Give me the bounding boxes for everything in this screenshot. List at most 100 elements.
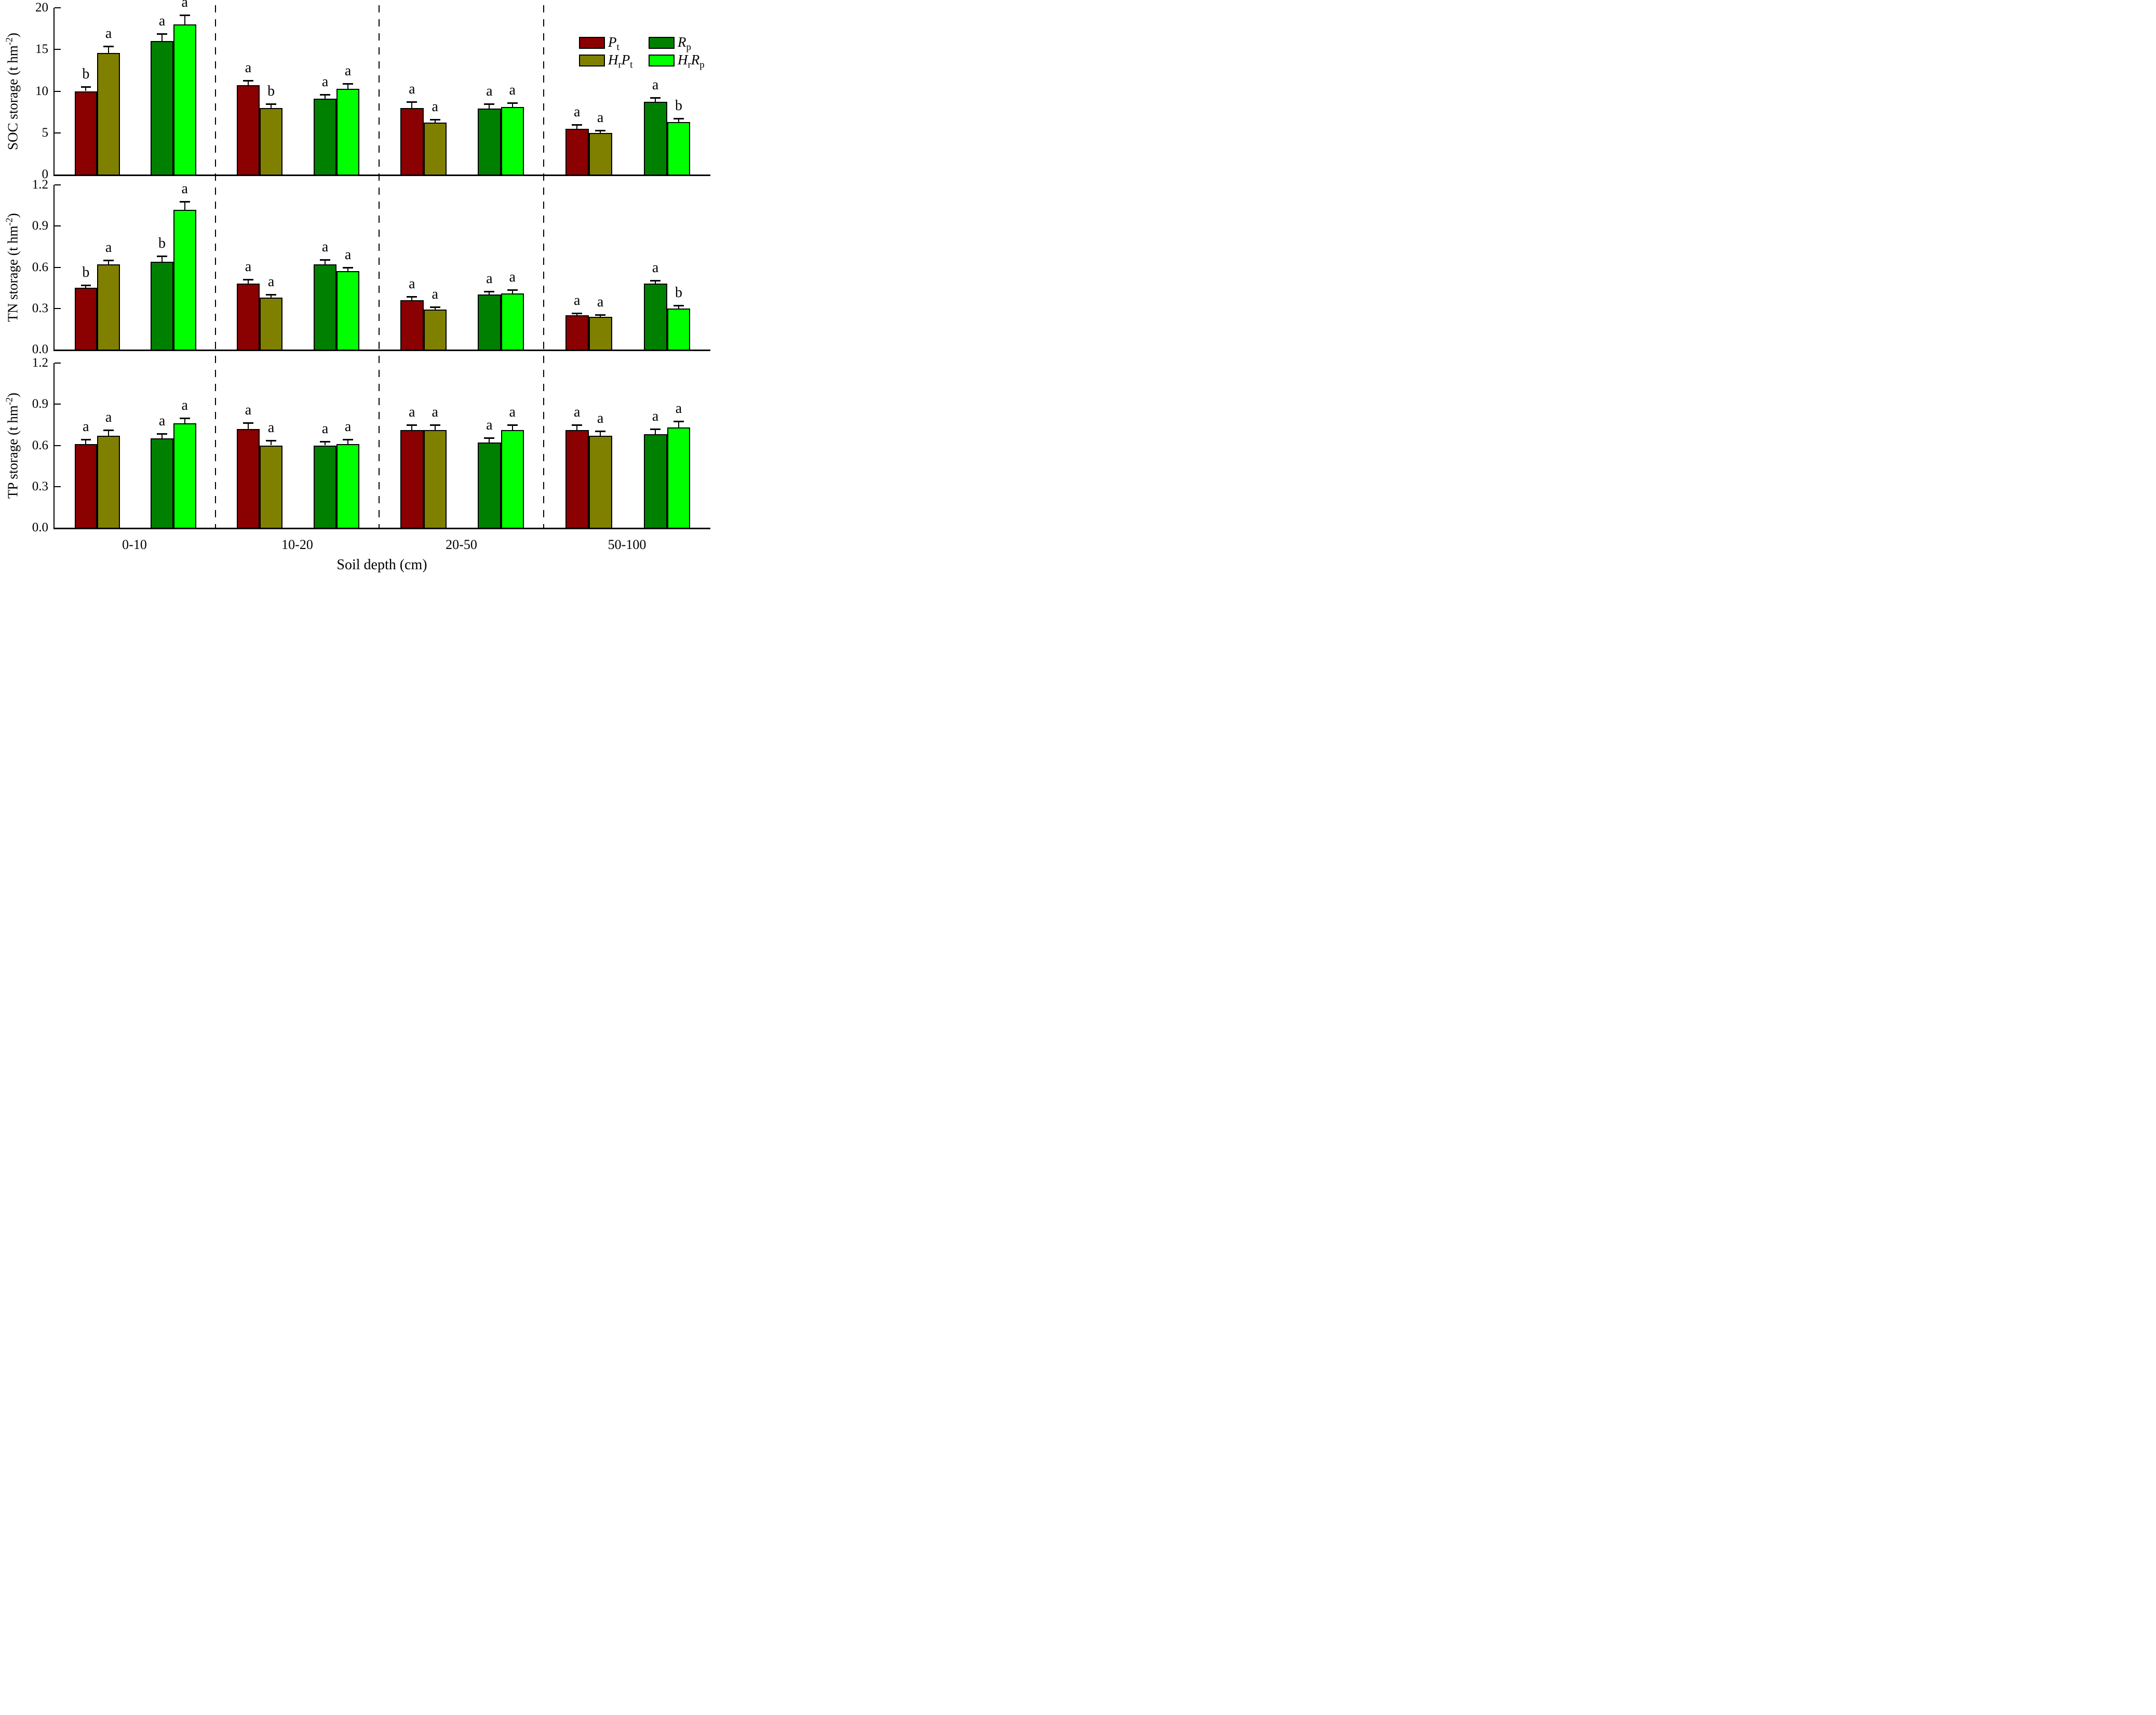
error-bar-line [108,430,110,436]
y-tick-label: 0.6 [32,438,48,452]
y-tick [55,404,61,405]
bar-Pt-50-100 [565,430,589,529]
error-bar-line [489,103,490,109]
error-bar-cap [650,279,661,282]
error-bar-line [161,434,163,439]
error-bar-line [184,201,185,210]
error-bar-cap [650,97,661,99]
significance-letter: a [181,180,188,197]
bar-Rp-10-20 [314,98,337,176]
error-bar-cap [673,421,684,423]
significance-letter: a [158,12,166,29]
error-bar-line [248,80,249,86]
significance-letter: a [344,63,352,79]
bar-Pt-50-100 [565,128,589,176]
y-tick [55,363,61,364]
significance-letter: a [105,25,112,42]
error-bar-cap [507,289,518,291]
significance-letter: a [509,269,516,286]
category-label-20-50: 20-50 [446,537,477,552]
error-bar-cap [407,296,417,298]
y-axis-title: TN storage (t hm-2) [3,185,22,350]
error-bar-cap [343,83,354,85]
legend-swatch-HrRp [649,55,675,66]
bar-HrRp-50-100 [667,427,691,529]
error-bar-cap [243,279,253,281]
bar-Rp-0-10 [151,261,173,351]
error-bar-cap [673,305,684,307]
error-bar-cap [243,422,253,424]
bar-Rp-0-10 [151,438,173,529]
group-separator [215,5,216,528]
y-tick-label: 1.2 [32,178,48,192]
significance-letter: a [432,286,438,303]
bar-Rp-10-20 [314,445,337,529]
bar-HrPt-50-100 [588,316,612,351]
y-tick [55,132,61,133]
category-label-0-10: 0-10 [122,537,147,552]
y-tick [55,445,61,446]
significance-letter: a [597,294,604,311]
error-bar-line [600,431,601,436]
y-tick-label: 5 [42,125,49,140]
significance-letter: b [82,66,90,83]
error-bar-line [85,87,87,91]
error-bar-cap [572,124,583,126]
bar-Rp-20-50 [478,294,501,351]
significance-letter: a [652,259,659,276]
bar-Pt-0-10 [74,444,98,529]
y-tick-label: 0.0 [32,520,48,534]
error-bar-line [325,441,326,446]
error-bar-line [411,102,413,108]
error-bar-line [655,428,656,435]
error-bar-line [511,424,513,431]
significance-letter: a [573,404,581,420]
significance-letter: a [344,246,352,263]
error-bar-line [434,424,436,431]
bar-HrRp-0-10 [173,209,196,351]
error-bar-line [489,437,490,443]
y-axis-unit-superscript: -2 [4,217,15,226]
significance-letter: a [409,81,415,98]
significance-letter: a [83,418,89,435]
significance-letter: a [158,413,166,430]
error-bar-line [489,291,490,295]
bar-HrRp-10-20 [336,88,360,176]
y-axis-unit-superscript: -2 [4,397,15,405]
legend-label-HrRp: HrRp [678,52,705,71]
bar-Pt-10-20 [236,284,260,351]
soil-storage-figure: 0 5 10 15 20 SOC storage (t hm-2) b a a a a b a a a a a a… [0,0,719,572]
x-axis-line [53,528,710,529]
error-bar-cap [80,438,91,440]
bar-HrRp-10-20 [336,271,360,351]
bar-HrRp-0-10 [173,423,196,529]
significance-letter: a [597,109,604,126]
error-bar-cap [103,45,114,47]
y-tick [55,486,61,487]
error-bar-cap [595,314,606,316]
bar-HrRp-20-50 [501,293,524,351]
significance-letter: a [181,0,188,11]
y-tick-label: 15 [35,42,48,57]
bar-HrRp-50-100 [667,122,691,176]
error-bar-line [511,102,513,107]
significance-letter: a [245,259,252,275]
bar-HrPt-10-20 [260,297,283,351]
error-bar-cap [429,424,440,426]
y-tick [55,266,61,268]
error-bar-cap [343,266,354,269]
error-bar-line [184,15,185,25]
error-bar-line [108,46,110,53]
error-bar-cap [103,430,114,432]
error-bar-cap [266,294,277,296]
error-bar-line [434,307,436,310]
significance-letter: a [321,420,329,437]
error-bar-cap [507,424,518,426]
bar-Rp-0-10 [151,41,173,176]
error-bar-line [248,279,249,284]
error-bar-cap [484,437,495,439]
error-bar-cap [572,312,583,314]
significance-letter: a [486,270,493,287]
significance-letter: a [409,404,415,420]
error-bar-cap [484,103,495,105]
